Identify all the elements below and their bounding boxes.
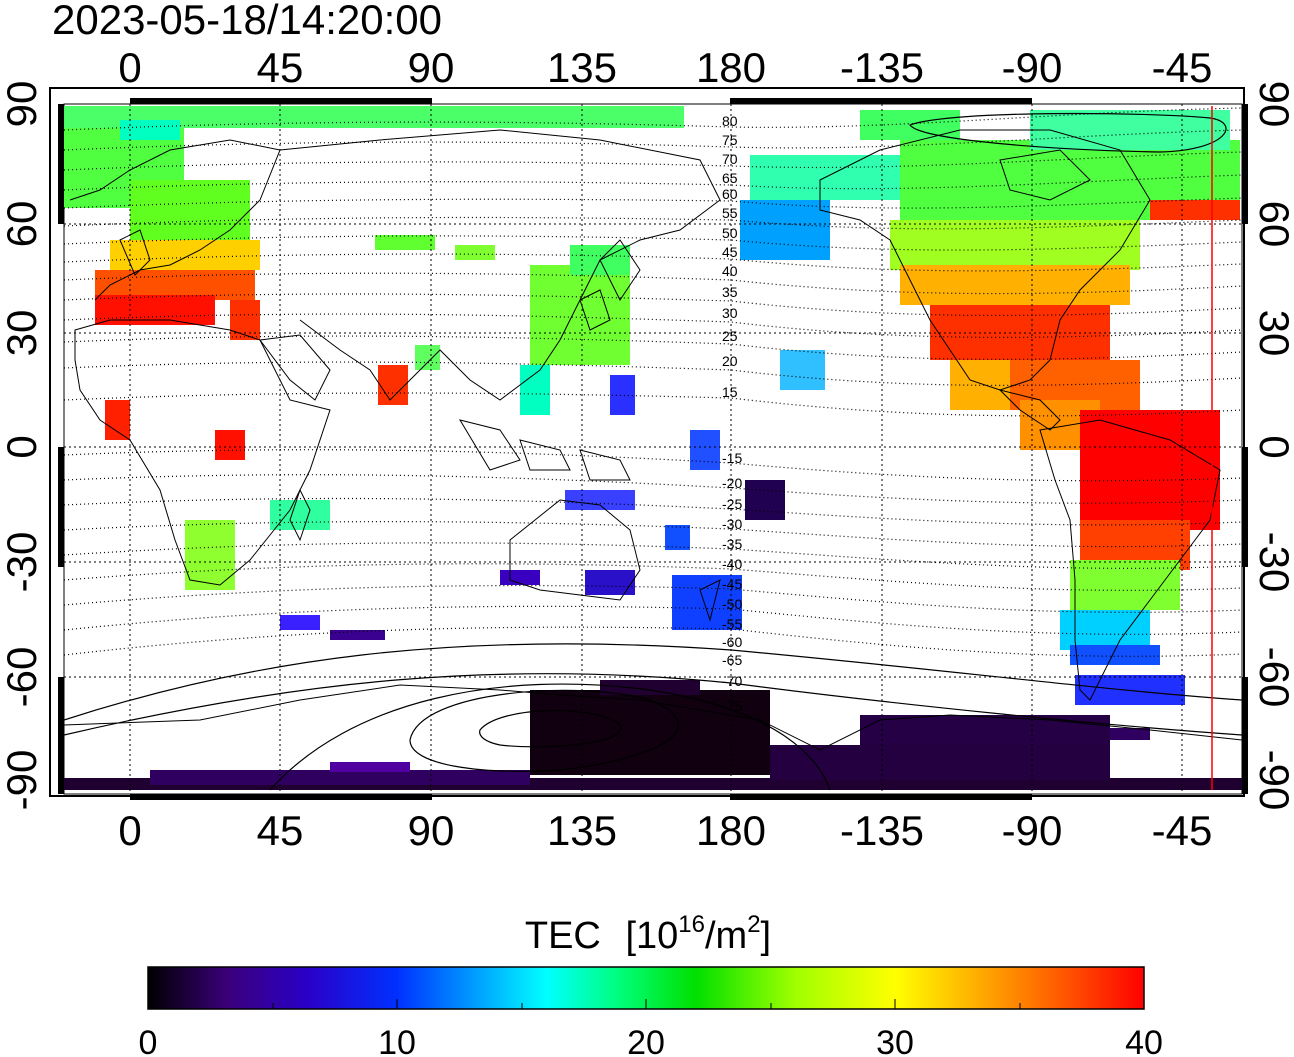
contour-label: 40 [722,263,738,279]
lon-label-top: 45 [257,44,304,91]
contour-label: 15 [722,384,738,400]
lat-label-left: -90 [0,750,45,811]
contour-label: 50 [722,225,738,241]
lon-label-bottom: 0 [118,807,141,854]
top-longitude-labels: 0 45 90 135 180 -135 -90 -45 [118,44,1212,91]
solid-contours [64,112,1242,791]
contour-label: -35 [722,536,742,552]
colorbar-tick-label: 20 [627,1024,665,1057]
lon-label-bottom: -90 [1002,807,1063,854]
lon-label-top: 135 [547,44,617,91]
colorbar: TEC [1016/m2] 0 10 20 30 40 [139,911,1163,1057]
contour-label: -70 [722,673,742,689]
right-latitude-labels: 90 60 30 0 -30 -60 -90 [1251,81,1294,811]
tec-data-layer [64,106,1242,790]
contour-label: 75 [722,132,738,148]
lon-label-bottom: -135 [840,807,924,854]
lat-label-right: 30 [1251,310,1294,357]
contour-label: -75 [722,698,742,714]
contour-label: 35 [722,284,738,300]
lon-label-top: -135 [840,44,924,91]
lon-label-bottom: 45 [257,807,304,854]
colorbar-title: TEC [1016/m2] [525,911,771,957]
graticule-grid [64,104,1242,794]
lon-label-top: -45 [1152,44,1213,91]
contour-label: 65 [722,170,738,186]
colorbar-tick-label: 40 [1125,1024,1163,1057]
contour-label: -60 [722,634,742,650]
lon-label-top: -90 [1002,44,1063,91]
lon-label-bottom: 180 [696,807,766,854]
south-contour-labels: -15 -20 -25 -30 -35 -40 -45 -50 -55 -60 -65 -70 -75 [722,450,742,714]
lon-label-top: 0 [118,44,141,91]
lat-label-right: -90 [1251,750,1294,811]
lat-label-left: -30 [0,532,45,593]
lat-label-left: 60 [0,201,45,248]
lat-label-right: 90 [1251,81,1294,128]
lat-label-right: 60 [1251,201,1294,248]
contour-label: -55 [722,616,742,632]
lon-label-top: 90 [408,44,455,91]
lat-label-right: -30 [1251,532,1294,593]
contour-label: 45 [722,244,738,260]
lon-label-bottom: 135 [547,807,617,854]
contour-label: -30 [722,516,742,532]
contour-label: 20 [722,353,738,369]
lon-label-top: 180 [696,44,766,91]
contour-label: 70 [722,151,738,167]
timestamp-title: 2023-05-18/14:20:00 [52,0,442,43]
lat-label-left: 90 [0,81,45,128]
contour-label: 60 [722,186,738,202]
left-latitude-labels: 90 60 30 0 -30 -60 -90 [0,81,45,811]
bottom-longitude-labels: 0 45 90 135 180 -135 -90 -45 [118,807,1212,854]
contour-label: -40 [722,556,742,572]
lon-label-bottom: -45 [1152,807,1213,854]
contour-label: 30 [722,305,738,321]
frame-ticks [58,98,1248,800]
colorbar-tick-label: 30 [876,1024,914,1057]
contour-label: -45 [722,576,742,592]
contour-label: 55 [722,205,738,221]
lat-label-right: 0 [1251,435,1294,458]
coastlines [64,129,1242,751]
lat-label-left: -60 [0,647,45,708]
contour-label: -50 [722,596,742,612]
colorbar-tick-label: 10 [378,1024,416,1057]
contour-label: -20 [722,475,742,491]
lat-label-left: 30 [0,310,45,357]
contour-label: -65 [722,652,742,668]
contour-label: -25 [722,496,742,512]
lat-label-left: 0 [0,435,45,458]
lon-label-bottom: 90 [408,807,455,854]
magnetic-latitude-contours [64,107,1242,657]
contour-label: 80 [722,113,738,129]
colorbar-tick-label: 0 [139,1024,158,1057]
lat-label-right: -60 [1251,647,1294,708]
contour-label: 25 [722,328,738,344]
contour-label: -15 [722,450,742,466]
